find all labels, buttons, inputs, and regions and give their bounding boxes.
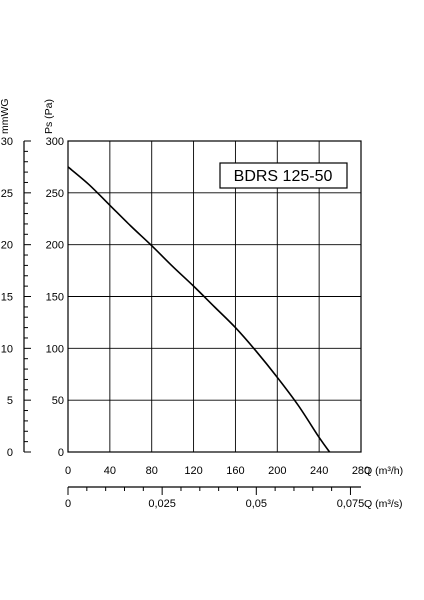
q-m3s-tick-label: 0,05 xyxy=(246,498,267,510)
ps-axis-label: Ps (Pa) xyxy=(43,99,55,134)
q-m3h-tick-label: 80 xyxy=(146,465,158,477)
ps-tick-label: 300 xyxy=(46,136,64,148)
q-m3h-tick-label: 240 xyxy=(310,465,328,477)
q-m3h-tick-label: 280 xyxy=(352,465,370,477)
chart-title-box: BDRS 125-50 xyxy=(219,162,348,189)
ps-tick-label: 100 xyxy=(46,343,64,355)
plot-frame xyxy=(67,140,362,453)
mmwg-axis: 0 5 10 15 20 25 30 xyxy=(1,136,31,459)
series-line-bdrs-125-50 xyxy=(67,166,331,453)
ps-tick-label: 50 xyxy=(52,395,64,407)
q-m3s-tick-label: 0,025 xyxy=(148,498,176,510)
q-m3h-tick-label: 0 xyxy=(65,465,71,477)
q-m3s-tick-label: 0 xyxy=(65,498,71,510)
ps-axis: 0 50 100 150 200 250 300 xyxy=(46,136,64,459)
ps-tick-label: 200 xyxy=(46,240,64,252)
q-m3h-tick-label: 200 xyxy=(268,465,286,477)
q-m3s-tick-label: 0,075 xyxy=(337,498,365,510)
q-m3h-axis: 0 40 80 120 160 200 240 280 xyxy=(65,465,370,477)
q-m3h-tick-label: 40 xyxy=(104,465,116,477)
q-m3s-axis-label: Q (m³/s) xyxy=(364,498,403,510)
mmwg-tick-label: 30 xyxy=(1,136,13,148)
q-m3h-tick-label: 160 xyxy=(226,465,244,477)
mmwg-tick-label: 25 xyxy=(1,188,13,200)
q-m3h-tick-label: 120 xyxy=(184,465,202,477)
q-m3h-axis-label: Q (m³/h) xyxy=(364,465,403,477)
ps-tick-label: 150 xyxy=(46,292,64,304)
mmwg-tick-label: 15 xyxy=(1,292,13,304)
ps-tick-label: 250 xyxy=(46,188,64,200)
mmwg-tick-label: 0 xyxy=(7,447,13,459)
mmwg-tick-label: 20 xyxy=(1,240,13,252)
mmwg-tick-label: 10 xyxy=(1,343,13,355)
mmwg-tick-label: 5 xyxy=(7,395,13,407)
ps-tick-label: 0 xyxy=(58,447,64,459)
grid xyxy=(67,140,362,453)
chart-title: BDRS 125-50 xyxy=(234,168,333,185)
mmwg-axis-label: mmWG xyxy=(0,98,11,134)
q-m3s-axis: 0 0,025 0,05 0,075 xyxy=(65,486,365,510)
